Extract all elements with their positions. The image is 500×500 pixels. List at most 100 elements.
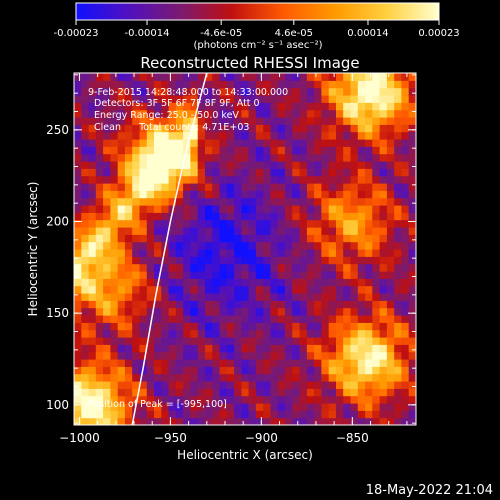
heatmap-cell: [124, 403, 133, 411]
heatmap-cell: [212, 219, 221, 228]
heatmap-cell: [161, 322, 170, 331]
heatmap-cell: [183, 263, 191, 272]
heatmap-cell: [357, 124, 366, 133]
heatmap-cell: [314, 190, 322, 199]
heatmap-cell: [183, 183, 191, 191]
heatmap-cell: [161, 183, 170, 191]
heatmap-cell: [175, 161, 184, 169]
heatmap-cell: [248, 227, 257, 235]
heatmap-cell: [168, 337, 177, 345]
heatmap-cell: [277, 139, 286, 147]
heatmap-cell: [219, 87, 228, 96]
heatmap-cell: [168, 322, 177, 331]
heatmap-cell: [401, 117, 410, 125]
heatmap-cell: [357, 337, 366, 345]
heatmap-cell: [306, 183, 315, 191]
heatmap-cell: [394, 410, 403, 419]
heatmap-cell: [394, 403, 403, 411]
heatmap-cell: [321, 146, 330, 155]
heatmap-cell: [190, 395, 199, 404]
heatmap-cell: [357, 403, 366, 411]
heatmap-cell: [132, 109, 141, 118]
heatmap-cell: [379, 263, 388, 272]
heatmap-cell: [306, 109, 315, 118]
heatmap-cell: [241, 410, 250, 419]
heatmap-cell: [386, 395, 395, 404]
heatmap-cell: [88, 131, 97, 140]
heatmap-cell: [343, 73, 352, 81]
heatmap-cell: [299, 197, 308, 206]
heatmap-cell: [197, 344, 206, 353]
heatmap-cell: [234, 95, 242, 103]
heatmap-cell: [372, 109, 381, 118]
heatmap-cell: [124, 395, 133, 404]
heatmap-cell: [285, 388, 293, 397]
heatmap-cell: [408, 285, 416, 294]
heatmap-cell: [117, 263, 126, 272]
heatmap-cell: [95, 87, 104, 96]
heatmap-cell: [110, 87, 119, 96]
heatmap-cell: [328, 95, 337, 103]
heatmap-cell: [263, 131, 272, 140]
heatmap-cell: [241, 124, 250, 133]
heatmap-cell: [81, 322, 90, 331]
heatmap-cell: [277, 131, 286, 140]
heatmap-cell: [190, 212, 199, 221]
heatmap-cell: [277, 263, 286, 272]
heatmap-cell: [314, 73, 322, 81]
heatmap-cell: [408, 344, 416, 353]
heatmap-cell: [386, 388, 395, 397]
heatmap-cell: [277, 278, 286, 287]
heatmap-cell: [350, 197, 359, 206]
heatmap-cell: [255, 212, 264, 221]
heatmap-cell: [401, 212, 410, 221]
heatmap-cell: [386, 241, 395, 250]
heatmap-cell: [336, 366, 344, 375]
heatmap-cell: [336, 403, 344, 411]
heatmap-cell: [205, 139, 213, 147]
heatmap-cell: [74, 263, 82, 272]
heatmap-cell: [190, 168, 199, 177]
heatmap-cell: [285, 373, 293, 382]
heatmap-cell: [74, 278, 82, 287]
heatmap-cell: [132, 285, 141, 294]
heatmap-cell: [117, 381, 126, 389]
heatmap-cell: [255, 256, 264, 265]
heatmap-cell: [350, 219, 359, 228]
heatmap-cell: [314, 359, 322, 367]
heatmap-cell: [88, 285, 97, 294]
heatmap-cell: [321, 285, 330, 294]
heatmap-cell: [74, 205, 82, 213]
heatmap-cell: [292, 351, 301, 360]
heatmap-cell: [357, 212, 366, 221]
heatmap-cell: [212, 175, 221, 184]
heatmap-cell: [183, 117, 191, 125]
heatmap-cell: [328, 315, 337, 323]
heatmap-cell: [81, 227, 90, 235]
heatmap-cell: [81, 183, 90, 191]
heatmap-image: [74, 73, 416, 425]
heatmap-cell: [285, 153, 293, 162]
heatmap-cell: [401, 87, 410, 96]
heatmap-cell: [74, 109, 82, 118]
heatmap-cell: [226, 381, 235, 389]
heatmap-cell: [379, 300, 388, 309]
heatmap-cell: [299, 307, 308, 316]
heatmap-cell: [328, 388, 337, 397]
heatmap-cell: [285, 117, 293, 125]
heatmap-cell: [357, 168, 366, 177]
heatmap-cell: [139, 73, 148, 81]
heatmap-cell: [357, 351, 366, 360]
heatmap-cell: [81, 175, 90, 184]
heatmap-cell: [197, 109, 206, 118]
heatmap-cell: [386, 351, 395, 360]
heatmap-cell: [350, 146, 359, 155]
heatmap-cell: [306, 117, 315, 125]
heatmap-cell: [74, 227, 82, 235]
heatmap-cell: [190, 285, 199, 294]
heatmap-cell: [117, 271, 126, 279]
heatmap-cell: [190, 102, 199, 111]
heatmap-cell: [146, 388, 155, 397]
heatmap-cell: [175, 293, 184, 301]
heatmap-cell: [299, 381, 308, 389]
